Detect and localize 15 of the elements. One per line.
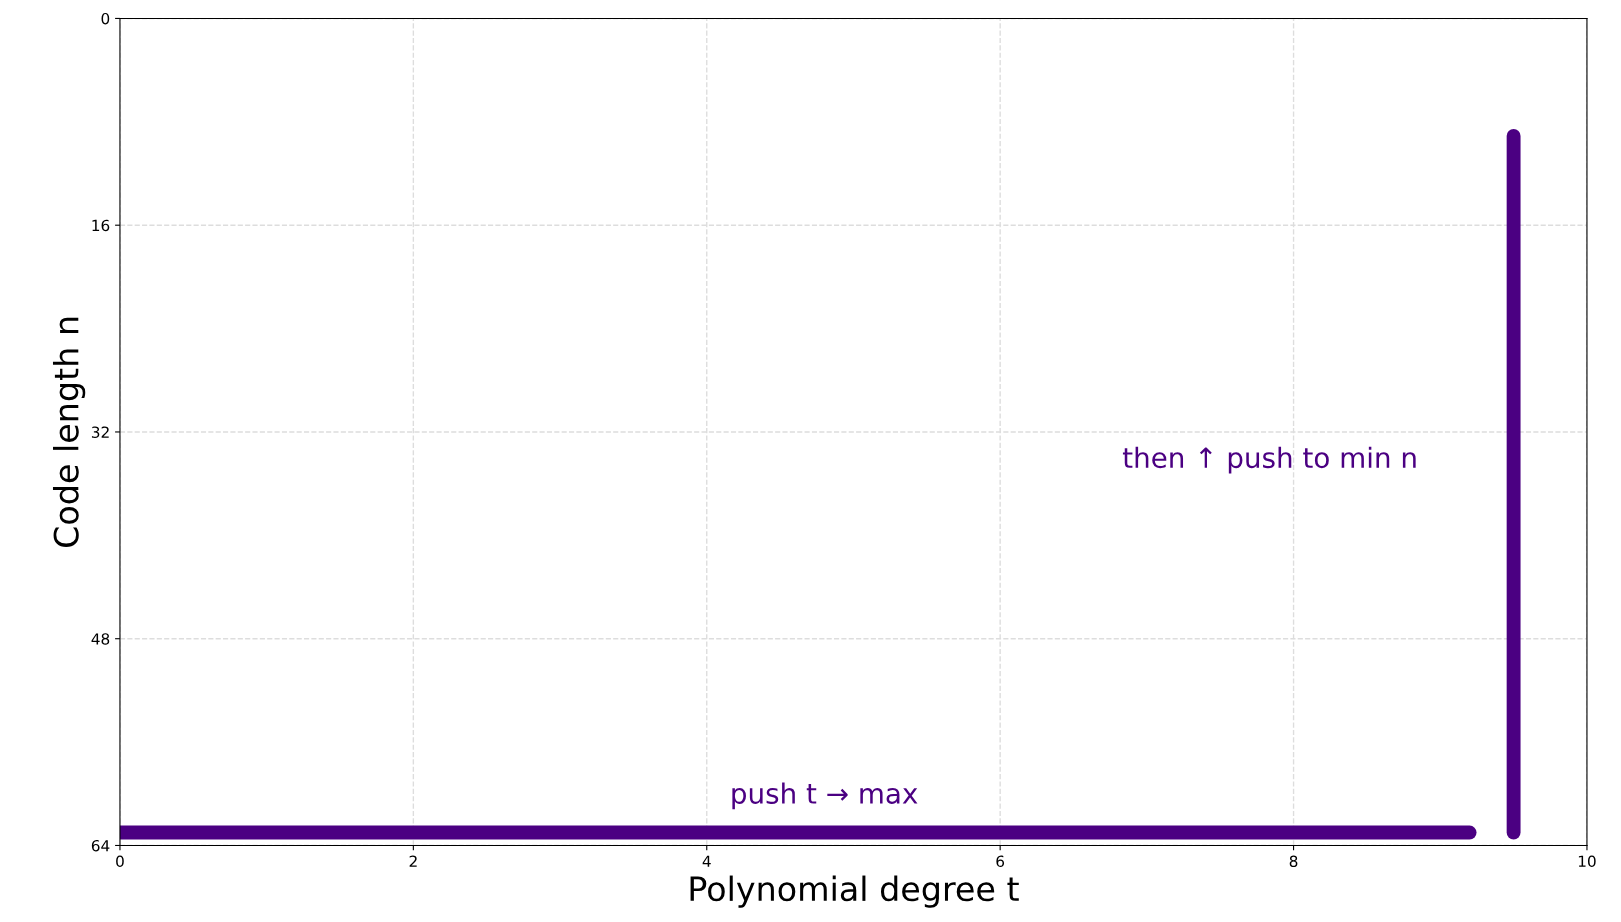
annotation: then ↑ push to min n: [1122, 446, 1416, 474]
x-tick-label: 4: [702, 855, 711, 867]
x-tick-label: 0: [116, 855, 124, 868]
annotation: push t → max: [732, 782, 918, 810]
y-tick-label: 0: [101, 12, 110, 25]
x-tick-label: 10: [1578, 855, 1596, 868]
y-tick-label: 16: [92, 219, 110, 232]
y-tick-label: 48: [91, 633, 110, 645]
y-tick-label: 64: [91, 839, 110, 852]
x-axis-title: Polynomial degree t: [690, 875, 1019, 908]
x-tick-label: 6: [996, 855, 1005, 868]
x-tick-label: 8: [1289, 855, 1298, 868]
x-tick-label: 2: [409, 855, 417, 867]
y-axis-title: Code length n: [52, 317, 86, 548]
y-tick-label: 32: [91, 426, 109, 438]
